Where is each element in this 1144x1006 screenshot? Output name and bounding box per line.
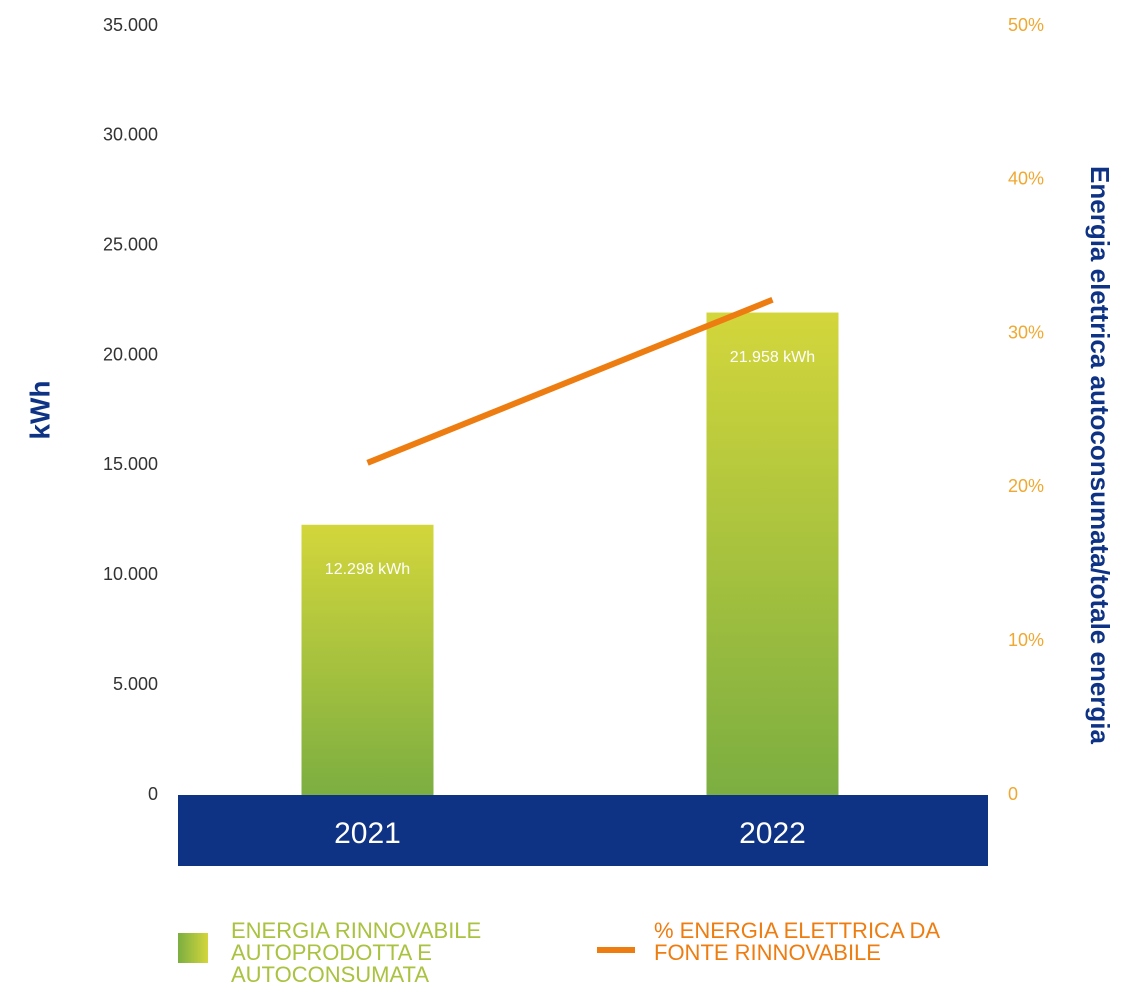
y2-tick-label: 20% [1008,476,1044,496]
y-tick-label: 30.000 [103,125,158,145]
x-tick-label: 2021 [334,817,401,850]
category-band [178,795,988,866]
legend-swatch [597,947,635,953]
legend-label: ENERGIA RINNOVABILE AUTOPRODOTTA E AUTOC… [231,918,482,987]
line [366,296,774,466]
y-tick-label: 20.000 [103,344,158,364]
bar [706,312,839,795]
y2-axis-title: Energia elettrica autoconsumata/totale e… [1085,166,1115,744]
y2-tick-label: 0 [1008,784,1018,804]
y-tick-label: 10.000 [103,564,158,584]
bar [301,524,434,795]
legend-label: % ENERGIA ELETTRICA DA FONTE RINNOVABILE [654,918,939,965]
data-label: 12.298 kWh [325,561,410,578]
y-tick-label: 5.000 [113,674,158,694]
legend-swatch [178,933,208,963]
y2-tick-label: 50% [1008,15,1044,35]
y2-tick-label: 30% [1008,322,1044,342]
y-tick-label: 25.000 [103,234,158,254]
x-tick-label: 2022 [739,817,806,850]
y-axis-title: kWh [24,380,55,439]
y2-tick-label: 40% [1008,169,1044,189]
y2-tick-label: 10% [1008,630,1044,650]
y-tick-label: 35.000 [103,15,158,35]
y-tick-label: 15.000 [103,454,158,474]
y-tick-label: 0 [148,784,158,804]
data-label: 21.958 kWh [730,349,815,366]
